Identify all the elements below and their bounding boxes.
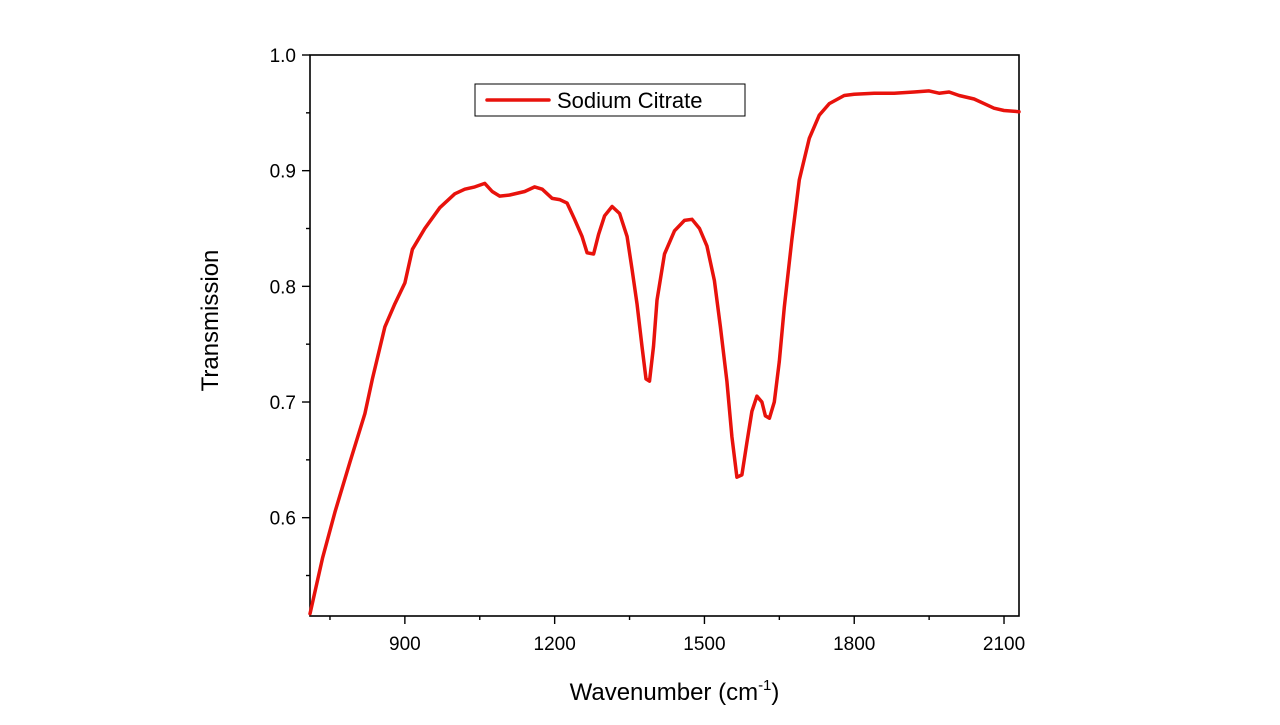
y-tick-label: 0.8: [270, 277, 296, 298]
x-axis-title-main: Wavenumber (cm: [570, 679, 758, 706]
plot-frame: [309, 54, 1020, 617]
series-layer: [308, 89, 1021, 616]
x-axis-title: Wavenumber (cm-1): [570, 677, 780, 706]
x-tick-label: 1500: [683, 634, 725, 655]
x-tick-label: 1800: [833, 634, 875, 655]
legend: Sodium Citrate: [474, 83, 746, 117]
axis-ticks: 900 1200 1500 1800 2100 0.6 0.7 0.8 0.9 1.0: [270, 46, 1026, 655]
x-axis-title-suffix: ): [771, 679, 779, 706]
y-tick-label: 0.6: [270, 509, 296, 530]
x-axis-title-superscript: -1: [758, 677, 771, 694]
y-tick-label: 0.7: [270, 393, 296, 414]
x-tick-label: 900: [389, 634, 421, 655]
legend-label-sodium-citrate: Sodium Citrate: [557, 88, 703, 113]
series-line-sodium-citrate: [308, 89, 1021, 616]
x-tick-label: 1200: [534, 634, 576, 655]
y-axis-title: Transmission: [197, 250, 224, 392]
y-tick-label: 1.0: [270, 46, 296, 67]
y-tick-label: 0.9: [270, 162, 296, 183]
x-tick-label: 2100: [983, 634, 1025, 655]
